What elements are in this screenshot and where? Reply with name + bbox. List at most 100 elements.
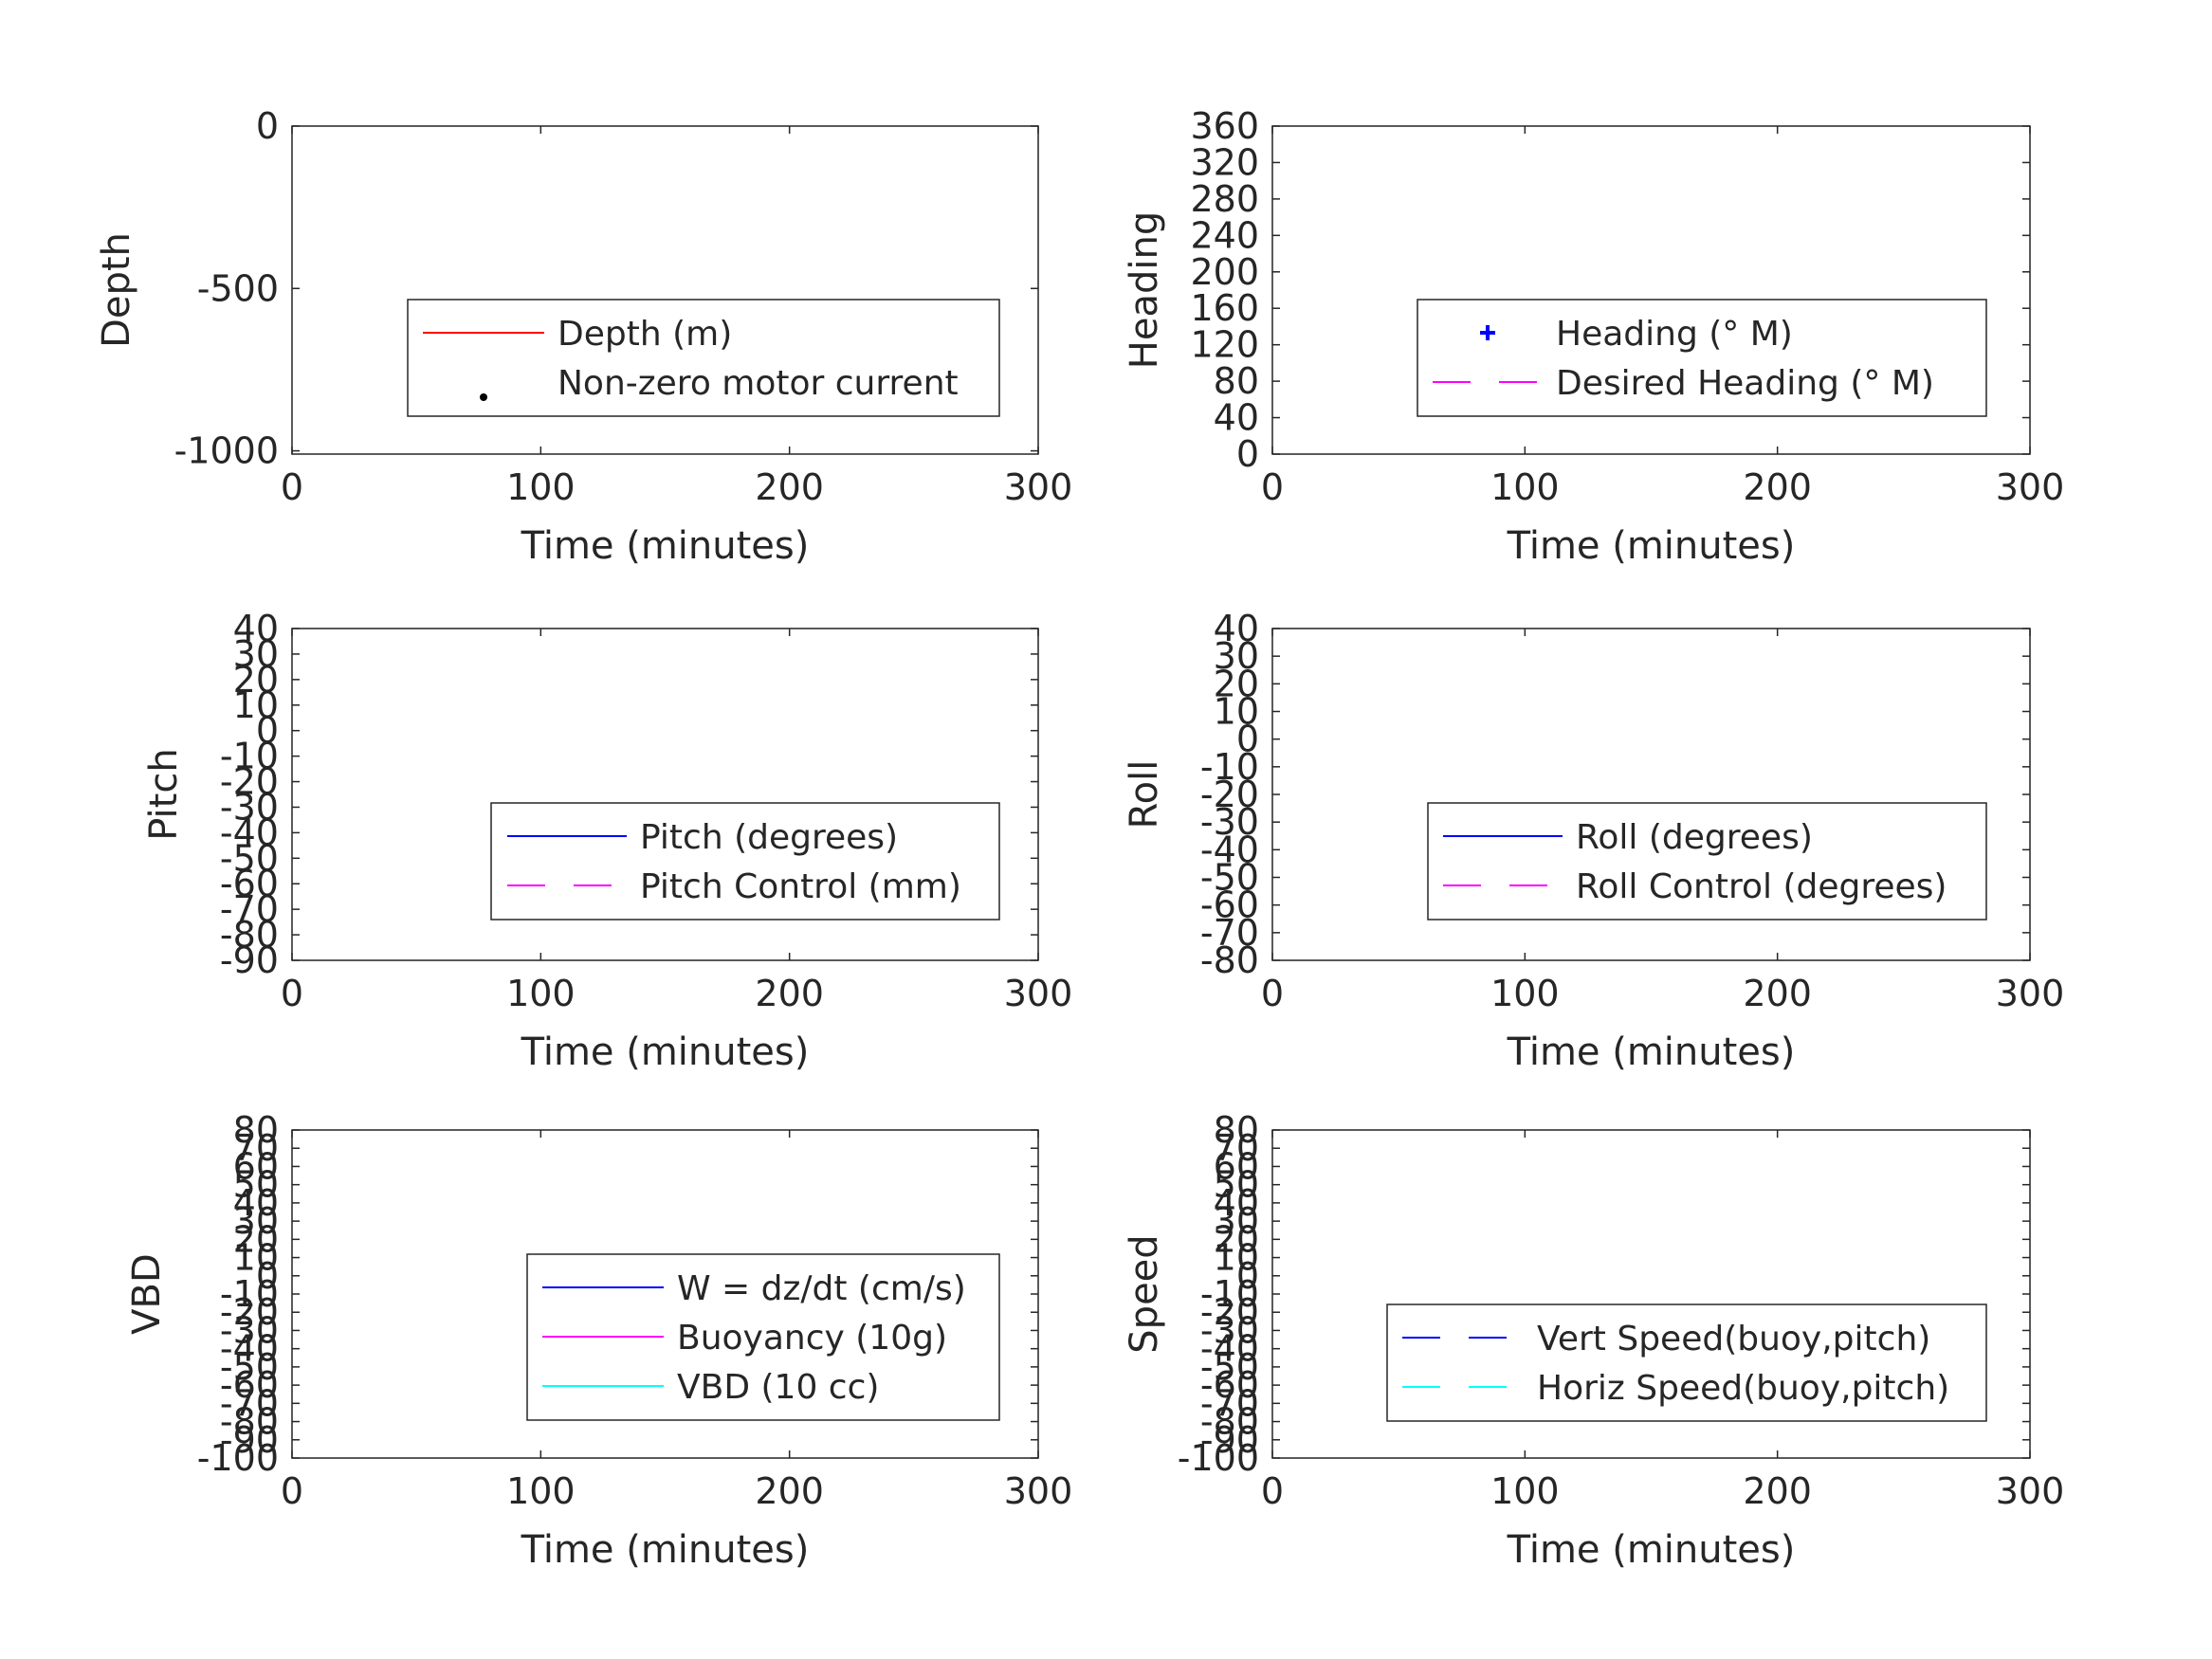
y-axis-label: Heading [1123,211,1166,369]
x-tick-label: 200 [755,973,824,1014]
x-tick-label: 200 [1743,1470,1812,1512]
y-tick-label: -80 [1200,939,1259,981]
y-tick-label: 30 [233,1200,279,1242]
y-tick-label: -80 [220,1401,279,1443]
y-tick-label: -90 [220,939,279,981]
x-tick-label: 300 [1004,466,1073,508]
x-axis-label: Time (minutes) [521,524,810,568]
x-tick-label: 300 [1004,1470,1073,1512]
y-tick-label: -30 [220,1309,279,1351]
y-tick-label: -70 [220,1382,279,1424]
chart-heading: 0 100 200 30004080120160200240280320360Time… [1123,105,2064,568]
y-tick-label: 70 [1214,1127,1259,1169]
y-tick-label: -50 [220,1346,279,1388]
y-tick-label: -10 [220,736,279,777]
y-tick-label: -40 [220,1328,279,1370]
y-tick-label: 360 [1190,105,1259,147]
y-tick-label: 10 [1214,1237,1259,1279]
legend-label: Heading (° M) [1556,315,1793,354]
y-tick-label: -20 [1200,1291,1259,1333]
y-axis-label: Depth [95,232,138,348]
y-axis-label: Pitch [142,748,186,840]
y-tick-label: 0 [256,710,279,752]
y-tick-label: 20 [1214,1218,1259,1260]
legend: Heading (° M) Desired Heading (° M) [1417,299,1987,417]
x-tick-label: 200 [755,466,824,508]
y-tick-label: -30 [1200,1309,1259,1351]
y-tick-label: 0 [1236,433,1259,475]
y-tick-label: 0 [256,1255,279,1297]
y-tick-label: -40 [1200,1328,1259,1370]
y-tick-label: -20 [1200,774,1259,815]
y-tick-label: -20 [220,761,279,803]
x-axis-label: Time (minutes) [1507,1030,1796,1074]
legend: W = dz/dt (cm/s) Buoyancy (10g) VBD (10 cc… [526,1253,1000,1421]
y-tick-label: 40 [233,1182,279,1224]
chart-roll: 0 100 200 300-80-70-60-50-40-30-20-10010203… [1123,608,2064,1074]
legend-label: Vert Speed(buoy,pitch) [1537,1320,1930,1358]
x-axis-label: Time (minutes) [521,1528,810,1572]
y-tick-label: -40 [220,811,279,853]
y-axis-label: VBD [125,1253,169,1335]
x-axis-label: Time (minutes) [1507,1528,1796,1572]
x-tick-label: 0 [1261,466,1284,508]
x-tick-label: 0 [1261,973,1284,1014]
y-tick-label: 0 [1236,1255,1259,1297]
legend: Depth (m) Non-zero motor current [407,299,1000,417]
y-tick-label: -70 [220,888,279,930]
legend-box [490,802,1000,921]
x-tick-label: 100 [506,466,576,508]
y-tick-label: 40 [1214,1182,1259,1224]
y-tick-label: 0 [1236,719,1259,760]
y-tick-label: 200 [1190,251,1259,293]
y-tick-label: 120 [1190,324,1259,366]
x-tick-label: 300 [1996,466,2065,508]
y-tick-label: -70 [1200,1382,1259,1424]
x-tick-label: 0 [281,466,303,508]
x-tick-label: 100 [1490,1470,1560,1512]
y-tick-label: -500 [197,267,279,309]
y-tick-label: -10 [1200,746,1259,788]
x-tick-label: 200 [755,1470,824,1512]
y-tick-label: -100 [197,1437,279,1479]
y-tick-label: 80 [1214,360,1259,402]
x-tick-label: 0 [281,1470,303,1512]
y-tick-label: 40 [1214,608,1259,649]
y-tick-label: -70 [1200,912,1259,954]
y-tick-label: 60 [1214,1145,1259,1187]
y-tick-label: -60 [220,1364,279,1406]
y-tick-label: -30 [220,786,279,828]
y-tick-label: -50 [1200,1346,1259,1388]
y-tick-label: -40 [1200,829,1259,870]
y-tick-label: -50 [1200,857,1259,899]
y-tick-label: 10 [1214,691,1259,733]
y-tick-label: 30 [233,633,279,675]
x-tick-label: 100 [506,973,576,1014]
chart-vbd: 0 100 200 300-100-90-80-70-60-50-40-30-20-1… [125,1109,1072,1572]
x-tick-label: 0 [1261,1470,1284,1512]
x-tick-label: 300 [1004,973,1073,1014]
y-tick-label: -1000 [174,430,279,472]
y-tick-label: 30 [1214,1200,1259,1242]
legend-label: VBD (10 cc) [677,1368,879,1407]
y-tick-label: -60 [1200,884,1259,926]
y-tick-label: -90 [220,1419,279,1461]
y-tick-label: -80 [1200,1401,1259,1443]
legend-label: Roll (degrees) [1576,818,1813,857]
x-tick-label: 200 [1743,973,1812,1014]
y-tick-label: 50 [1214,1164,1259,1206]
legend-box [1386,1304,1987,1422]
chart-depth: 0 100 200 300 -1000 -500 0 Time (minutes) Depth D… [95,105,1072,568]
legend-box [1427,802,1987,921]
y-tick-label: -60 [1200,1364,1259,1406]
x-tick-label: 0 [281,973,303,1014]
legend-label: Buoyancy (10g) [677,1319,947,1358]
x-axis-label: Time (minutes) [1507,524,1796,568]
y-tick-label: 320 [1190,141,1259,183]
y-tick-label: 280 [1190,178,1259,220]
chart-pitch: 0 100 200 300-90-80-70-60-50-40-30-20-10010… [142,608,1072,1074]
y-tick-label: 70 [233,1127,279,1169]
y-tick-label: 240 [1190,214,1259,256]
legend-label: Depth (m) [558,315,732,354]
